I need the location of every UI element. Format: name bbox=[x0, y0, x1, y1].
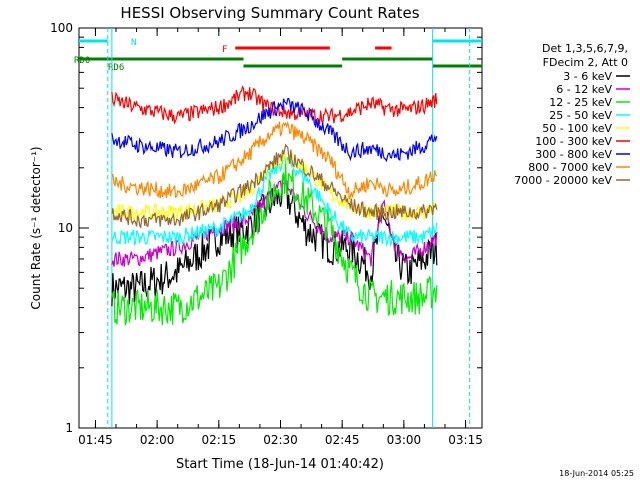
series-line bbox=[111, 85, 438, 125]
legend-label: 800 - 7000 keV bbox=[528, 161, 612, 174]
y-tick-label: 1 bbox=[65, 421, 73, 435]
legend-label: 12 - 25 keV bbox=[549, 96, 612, 109]
flag-label-f: F bbox=[222, 45, 227, 55]
x-tick-label: 02:00 bbox=[140, 433, 175, 447]
legend-label: 7000 - 20000 keV bbox=[514, 174, 612, 187]
x-tick-label: 03:15 bbox=[448, 433, 483, 447]
series-line bbox=[111, 162, 438, 326]
axes-ticks: 01:45 02:00 02:15 02:30 02:45 03:00 03:15 1 10 10… bbox=[50, 21, 483, 447]
flag-label-rd6: RD6 bbox=[108, 63, 124, 73]
flag-label-rd0: RD0 bbox=[74, 56, 90, 66]
legend-label: 300 - 800 keV bbox=[535, 148, 612, 161]
legend-label: 6 - 12 keV bbox=[556, 83, 612, 96]
x-tick-label: 01:45 bbox=[78, 433, 113, 447]
y-tick-label: 10 bbox=[58, 221, 73, 235]
legend-label: 50 - 100 keV bbox=[542, 122, 612, 135]
series-lines bbox=[111, 85, 438, 326]
footer-date: 18-Jun-2014 05:25 bbox=[559, 469, 634, 478]
chart-title: HESSI Observing Summary Count Rates bbox=[120, 4, 419, 22]
legend-header-line-1: Det 1,3,5,6,7,9, bbox=[542, 42, 628, 55]
x-axis-label: Start Time (18-Jun-14 01:40:42) bbox=[176, 457, 384, 472]
x-tick-label: 02:30 bbox=[263, 433, 298, 447]
flag-bars: N F RD0 RD6 bbox=[74, 38, 482, 73]
x-tick-label: 03:00 bbox=[387, 433, 422, 447]
series-line bbox=[111, 120, 438, 200]
series-line bbox=[111, 153, 438, 248]
series-line bbox=[111, 143, 438, 229]
legend-header-line-2: FDecim 2, Att 0 bbox=[543, 56, 628, 69]
legend-label: 25 - 50 keV bbox=[549, 109, 612, 122]
flag-label-n: N bbox=[131, 38, 136, 48]
y-axis-label: Count Rate (s⁻¹ detector⁻¹) bbox=[29, 146, 43, 309]
legend-label: 100 - 300 keV bbox=[535, 135, 612, 148]
series-line bbox=[111, 97, 438, 163]
series-line bbox=[111, 179, 438, 267]
x-tick-label: 02:45 bbox=[325, 433, 360, 447]
legend-label: 3 - 6 keV bbox=[563, 70, 612, 83]
x-tick-label: 02:15 bbox=[202, 433, 237, 447]
y-tick-label: 100 bbox=[50, 21, 73, 35]
